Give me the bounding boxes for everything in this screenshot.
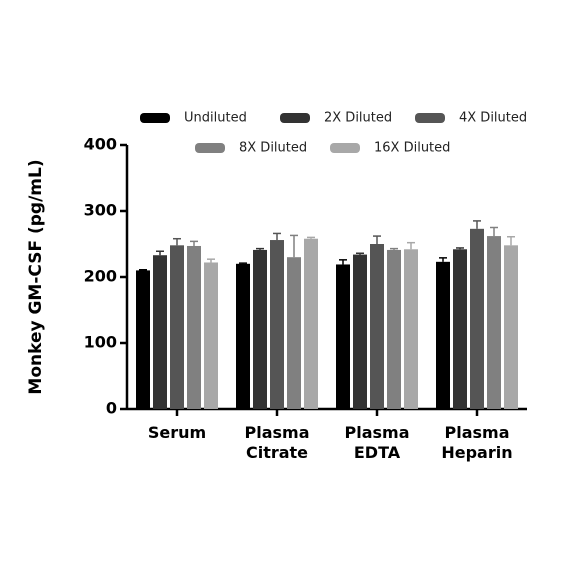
bar [387, 249, 401, 409]
error-bar [207, 258, 215, 263]
bar [170, 245, 184, 409]
legend-label: 2X Diluted [324, 111, 392, 126]
error-bar [407, 241, 415, 250]
x-tick-label: Serum [148, 423, 206, 442]
bar [453, 249, 467, 409]
bar [153, 255, 167, 409]
y-axis-label: Monkey GM-CSF (pg/mL) [26, 159, 46, 394]
legend-label: 16X Diluted [374, 141, 450, 156]
bar [404, 249, 418, 409]
bar [436, 261, 450, 409]
x-tick-label-line: Citrate [246, 443, 308, 462]
x-tick-label: Plasma Citrate [245, 423, 310, 462]
bar [136, 270, 150, 409]
x-tick-label-line: Heparin [441, 443, 512, 462]
x-tick-label-line: Plasma [445, 423, 510, 442]
bar [187, 245, 201, 409]
error-bar [356, 252, 364, 255]
error-bar [239, 262, 247, 264]
legend-swatch [280, 113, 310, 123]
error-bar [339, 259, 347, 265]
error-bar [456, 247, 464, 250]
error-bar [507, 235, 515, 246]
bar [287, 257, 301, 409]
y-tick-label: 0 [106, 399, 117, 418]
legend-label: 8X Diluted [239, 141, 307, 156]
error-bar [139, 268, 147, 271]
legend-swatch [195, 143, 225, 153]
error-bar [473, 220, 481, 229]
y-tick-label: 400 [84, 135, 117, 154]
error-bar [373, 235, 381, 244]
bar [487, 236, 501, 409]
y-tick-label: 300 [84, 201, 117, 220]
error-bar [390, 247, 398, 250]
bar [336, 264, 350, 409]
error-bar [156, 250, 164, 256]
x-tick-label-line: Plasma [345, 423, 410, 442]
y-tick-label: 100 [84, 333, 117, 352]
error-bar [439, 257, 447, 262]
bar [353, 254, 367, 409]
legend-swatch [140, 113, 170, 123]
legend-swatch [415, 113, 445, 123]
bar [253, 249, 267, 409]
error-bar [256, 247, 264, 250]
legend-label: 4X Diluted [459, 111, 527, 126]
legend-label: Undiluted [184, 111, 247, 126]
bar [204, 262, 218, 409]
error-bar [273, 232, 281, 241]
bar [236, 263, 250, 409]
error-bar [190, 240, 198, 246]
x-tick-label-line: Plasma [245, 423, 310, 442]
bar [370, 244, 384, 409]
error-bar [290, 234, 298, 258]
x-tick-label: Plasma Heparin [441, 423, 512, 462]
legend-swatch [330, 143, 360, 153]
y-tick-label: 200 [84, 267, 117, 286]
x-tick-label-line: EDTA [354, 443, 401, 462]
x-tick-label-line: Serum [148, 423, 206, 442]
x-tick-label: Plasma EDTA [345, 423, 410, 462]
bar [270, 240, 284, 409]
bar [504, 245, 518, 409]
error-bar [307, 236, 315, 239]
bar [304, 238, 318, 409]
bar [470, 228, 484, 409]
error-bar [173, 237, 181, 246]
error-bar [490, 226, 498, 237]
